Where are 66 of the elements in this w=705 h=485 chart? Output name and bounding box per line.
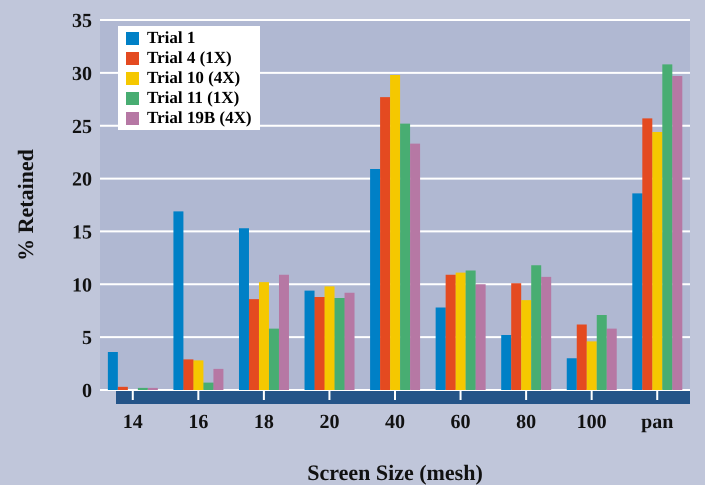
legend-label: Trial 1 (147, 28, 196, 48)
bar (213, 368, 224, 390)
bar (390, 74, 400, 390)
x-tick-label: 100 (576, 411, 607, 434)
bar (446, 274, 456, 390)
bar (586, 341, 597, 390)
y-tick-label: 5 (82, 327, 92, 350)
bar (304, 290, 315, 390)
bar (541, 276, 552, 390)
bar (606, 328, 617, 390)
x-tick-label: 60 (450, 411, 471, 434)
bar (238, 228, 249, 390)
bar (278, 274, 289, 390)
y-tick-label: 25 (72, 116, 92, 138)
x-tick-label: 14 (122, 411, 143, 434)
bar (380, 97, 390, 390)
legend-label: Trial 10 (4X) (147, 68, 240, 88)
y-tick-label: 0 (82, 380, 92, 402)
legend-label: Trial 19B (4X) (147, 108, 252, 128)
bar (436, 308, 446, 390)
legend-label: Trial 4 (1X) (147, 48, 232, 68)
bar (652, 132, 662, 390)
bar (370, 169, 380, 390)
x-tick-label: 40 (385, 411, 405, 434)
bar (566, 358, 577, 390)
bar (400, 124, 410, 390)
y-tick-label: 10 (72, 274, 92, 296)
bar (576, 324, 587, 390)
bar (203, 382, 214, 390)
x-tick-label: pan (641, 411, 674, 434)
bar (410, 144, 420, 390)
bar (334, 298, 345, 390)
bar (511, 283, 522, 390)
bar (501, 335, 512, 390)
y-tick-label: 15 (72, 222, 92, 244)
bar (118, 386, 128, 390)
bar (268, 328, 279, 390)
legend-label: Trial 11 (1X) (147, 88, 240, 108)
bar (662, 64, 672, 390)
y-tick-label: 30 (72, 62, 92, 85)
bar (466, 270, 476, 390)
x-tick-label: 80 (516, 411, 536, 434)
bar (476, 284, 486, 390)
bar (632, 193, 642, 390)
y-tick-label: 35 (72, 10, 92, 32)
x-tick-label: 20 (319, 411, 340, 434)
y-axis-title: % Retained (12, 149, 38, 261)
y-tick-label: 20 (72, 168, 92, 191)
bar (456, 272, 466, 390)
bar (108, 352, 118, 390)
bar (183, 359, 194, 390)
bar (521, 300, 532, 390)
bar (173, 211, 184, 390)
bar (531, 265, 542, 390)
bar (193, 360, 204, 390)
bar (596, 314, 607, 390)
bar (344, 292, 355, 390)
bar (672, 76, 682, 390)
bar (248, 299, 259, 390)
bar (314, 296, 325, 390)
x-tick-label: 18 (254, 411, 274, 434)
bar (258, 282, 269, 390)
bar (324, 286, 335, 390)
x-tick-label: 16 (188, 411, 208, 434)
bar (642, 118, 652, 390)
x-axis-title: Screen Size (mesh) (307, 460, 483, 485)
